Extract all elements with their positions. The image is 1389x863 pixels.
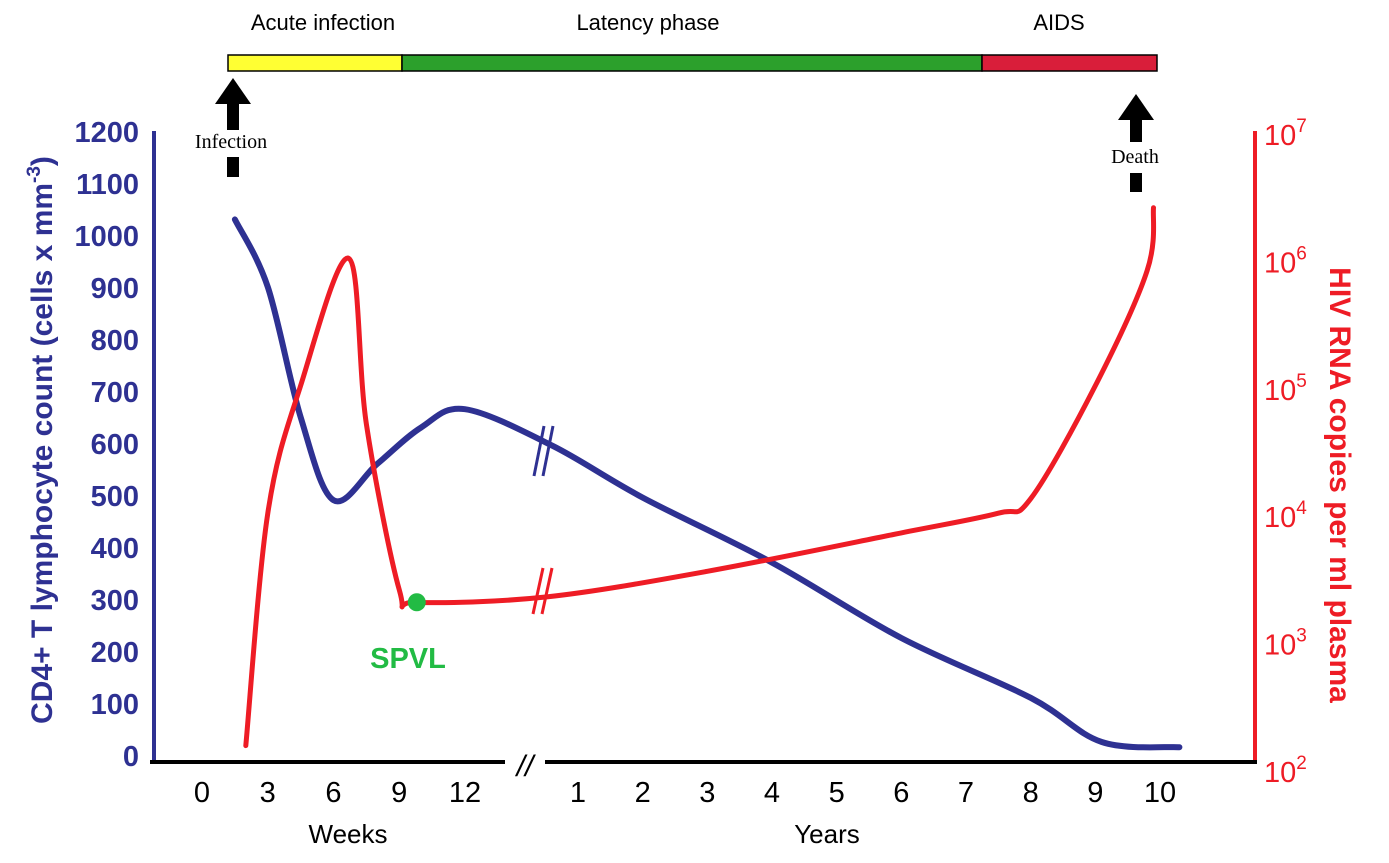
phase-label-1: Acute infection	[251, 10, 395, 35]
death-label: Death	[1111, 146, 1159, 168]
x-tick-label-year: 4	[764, 777, 780, 809]
spvl-label: SPVL	[370, 643, 446, 675]
y-left-tick-label: 400	[91, 533, 139, 565]
axes: //	[150, 131, 1257, 783]
x-tick-label-year: 10	[1144, 777, 1176, 809]
y-right-tick-label: 104	[1264, 498, 1307, 534]
y-left-axis-title-sup: -3	[24, 166, 45, 183]
y-right-tick-label: 106	[1264, 243, 1307, 279]
death-arrow-tail	[1130, 173, 1142, 192]
x-tick-label-year: 2	[635, 777, 651, 809]
y-left-tick-label: 500	[91, 481, 139, 513]
y-left-tick-label: 200	[91, 637, 139, 669]
y-left-axis-title-close: )	[26, 156, 59, 166]
x-ticks: 0 3 6 9 12 1 2 3 4 5 6 7 8 9 10	[194, 777, 1176, 809]
y-right-axis-title: HIV RNA copies per ml plasma	[1323, 267, 1356, 703]
y-left-tick-label: 800	[91, 325, 139, 357]
y-right-tick-label: 102	[1264, 753, 1307, 789]
hiv-rna-series-line	[243, 205, 1157, 749]
infection-arrow-shaft	[227, 104, 239, 130]
rna-series-break-mark	[531, 567, 554, 615]
x-tick-label-week: 6	[325, 777, 341, 809]
x-axis-break-mark: //	[515, 750, 536, 783]
x-tick-label-week: 9	[391, 777, 407, 809]
infection-label: Infection	[195, 131, 267, 153]
y-left-tick-label: 0	[123, 741, 139, 773]
phase-segment-2	[401, 54, 983, 72]
phase-segment-1	[227, 54, 403, 72]
phase-label-2: Latency phase	[576, 10, 719, 35]
infection-arrow-head-icon	[215, 78, 251, 104]
x-axis-title-years: Years	[794, 819, 860, 849]
x-tick-label-year: 8	[1023, 777, 1039, 809]
y-right-ticks: 102 103 104 105 106 107	[1264, 116, 1307, 789]
y-left-tick-label: 600	[91, 429, 139, 461]
x-tick-label-year: 6	[893, 777, 909, 809]
y-left-ticks: 0 100 200 300 400 500 600 700 800 900 1000 1100 1200	[74, 117, 139, 773]
spvl-point	[407, 593, 426, 612]
cd4-series-line	[231, 216, 1183, 751]
y-right-tick-label: 107	[1264, 116, 1307, 152]
x-tick-label-week: 12	[449, 777, 481, 809]
y-right-tick-label: 103	[1264, 626, 1307, 662]
phase-segment-3	[981, 54, 1158, 72]
x-tick-label-year: 3	[699, 777, 715, 809]
x-tick-label-year: 1	[570, 777, 586, 809]
y-left-tick-label: 100	[91, 689, 139, 721]
y-left-tick-label: 300	[91, 585, 139, 617]
death-arrow-head-icon	[1118, 94, 1154, 120]
death-arrow-shaft	[1130, 120, 1142, 142]
phase-label-3: AIDS	[1033, 10, 1084, 35]
infection-arrow: Infection	[195, 78, 267, 177]
y-left-tick-label: 700	[91, 377, 139, 409]
y-left-tick-label: 1100	[76, 169, 139, 201]
x-tick-label-year: 7	[958, 777, 974, 809]
phase-bar: Acute infection Latency phase AIDS	[227, 10, 1158, 72]
x-axis-title-weeks: Weeks	[309, 819, 388, 849]
cd4-series-break-mark	[532, 425, 555, 477]
y-left-tick-label: 900	[91, 273, 139, 305]
y-left-axis-title: CD4+ T lymphocyte count (cells x mm-3)	[24, 156, 59, 724]
infection-arrow-tail	[227, 157, 239, 177]
x-tick-label-week: 0	[194, 777, 210, 809]
y-left-axis-title-main: CD4+ T lymphocyte count (cells x mm	[26, 183, 59, 724]
x-tick-label-week: 3	[260, 777, 276, 809]
y-right-tick-label: 105	[1264, 371, 1307, 407]
x-tick-label-year: 9	[1087, 777, 1103, 809]
y-left-tick-label: 1000	[74, 221, 139, 253]
death-arrow: Death	[1111, 94, 1159, 192]
y-left-tick-label: 1200	[74, 117, 139, 149]
x-tick-label-year: 5	[829, 777, 845, 809]
